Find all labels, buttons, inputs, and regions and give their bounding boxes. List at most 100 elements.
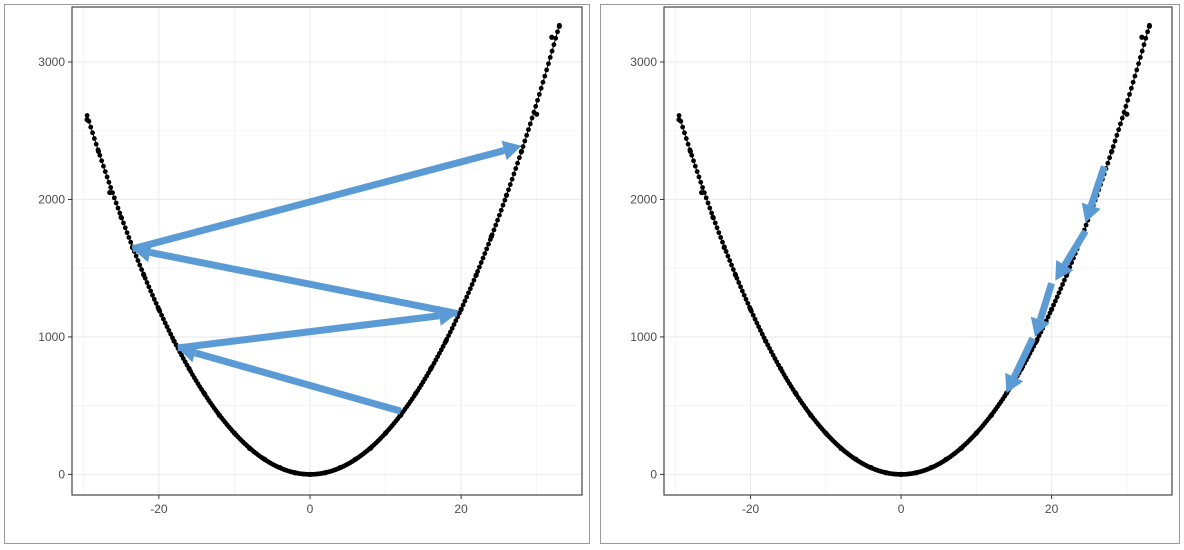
y-tick-label: 3000: [38, 55, 65, 69]
data-point: [166, 328, 172, 333]
data-point: [506, 187, 511, 193]
series-point: [141, 272, 147, 278]
data-point: [705, 200, 711, 206]
data-point: [739, 288, 745, 294]
data-point: [148, 288, 154, 294]
data-point: [544, 67, 550, 73]
series-point: [988, 412, 994, 418]
data-point: [549, 48, 555, 54]
data-point: [153, 300, 159, 306]
data-point: [1116, 127, 1122, 133]
x-tick-label: 0: [898, 502, 905, 516]
arrow-head: [1030, 316, 1050, 337]
data-point: [725, 253, 731, 259]
data-point: [500, 202, 506, 208]
data-point: [716, 230, 722, 236]
y-tick-label: 0: [58, 467, 65, 481]
data-point: [718, 235, 724, 240]
data-point: [752, 316, 758, 322]
gradient-step-arrow: [1055, 229, 1089, 281]
series-point: [823, 430, 829, 436]
data-point: [1052, 298, 1058, 304]
series-point: [676, 117, 682, 123]
series-point: [913, 470, 919, 476]
data-point: [703, 195, 709, 201]
gradient-step-arrow: [177, 305, 458, 352]
arrow-head: [501, 140, 522, 161]
data-point: [477, 264, 482, 270]
arrow-shaft: [149, 249, 459, 317]
series-point: [549, 34, 555, 40]
arrow-shaft: [1087, 165, 1108, 207]
series-point: [518, 148, 525, 154]
series-point: [747, 306, 754, 313]
data-point: [498, 207, 504, 213]
data-point: [1054, 294, 1060, 300]
data-point: [1134, 67, 1140, 73]
data-point: [128, 239, 134, 245]
right-chart-panel: -20 0 20 0 1000 2000 3000: [600, 4, 1180, 544]
gradient-step-arrow: [1030, 282, 1055, 337]
data-point: [1051, 302, 1056, 308]
series-point: [503, 192, 510, 198]
data-point: [683, 136, 689, 141]
data-point: [700, 185, 705, 190]
series-point: [292, 470, 298, 476]
series-point: [793, 390, 799, 396]
data-point: [758, 328, 763, 333]
series-point: [868, 464, 874, 471]
data-point: [1107, 155, 1113, 161]
data-point: [522, 138, 528, 144]
data-point: [515, 160, 520, 166]
data-point: [126, 235, 132, 240]
left-chart-panel: -20 0 20 0 1000 2000 3000: [4, 4, 590, 544]
data-point: [1125, 97, 1131, 103]
data-point: [694, 169, 700, 175]
series-point: [231, 430, 238, 436]
data-point: [462, 298, 468, 304]
data-point: [1119, 115, 1125, 121]
data-point: [1123, 103, 1129, 109]
data-point: [1105, 160, 1111, 166]
data-point: [1112, 138, 1118, 144]
x-tick-label: 20: [1045, 502, 1059, 516]
data-point: [511, 171, 517, 177]
data-point: [91, 136, 97, 141]
series-point: [687, 148, 693, 154]
series-point: [428, 365, 434, 372]
data-point: [104, 174, 110, 180]
series-point: [1109, 148, 1115, 154]
data-point: [542, 73, 548, 79]
arrow-shaft: [1036, 282, 1055, 321]
data-point: [484, 246, 490, 252]
data-point: [727, 258, 733, 263]
y-tick-label: 1000: [630, 330, 657, 344]
data-point: [685, 141, 691, 147]
data-point: [529, 115, 535, 121]
series-point: [443, 338, 449, 344]
data-point: [1132, 73, 1138, 79]
arrow-shaft: [1011, 336, 1036, 379]
right-chart: -20 0 20 0 1000 2000 3000: [630, 6, 1173, 516]
data-point: [162, 320, 168, 326]
data-point: [84, 113, 90, 118]
data-point: [524, 132, 530, 138]
axes: -20 0 20 0 1000 2000 3000: [38, 55, 468, 516]
data-point: [551, 42, 557, 48]
data-point: [729, 262, 734, 268]
data-point: [101, 163, 106, 169]
series-point: [367, 445, 374, 451]
data-point: [527, 121, 533, 127]
data-point: [471, 277, 477, 283]
data-point: [144, 280, 150, 285]
gradient-step-arrow: [132, 242, 459, 317]
series-point: [853, 456, 859, 462]
series-point: [1048, 306, 1055, 313]
series-point: [943, 456, 949, 462]
plot-border: [663, 6, 1173, 496]
series-point: [186, 365, 192, 372]
data-point: [1114, 132, 1120, 138]
data-point: [691, 158, 696, 164]
data-point: [1136, 61, 1141, 67]
